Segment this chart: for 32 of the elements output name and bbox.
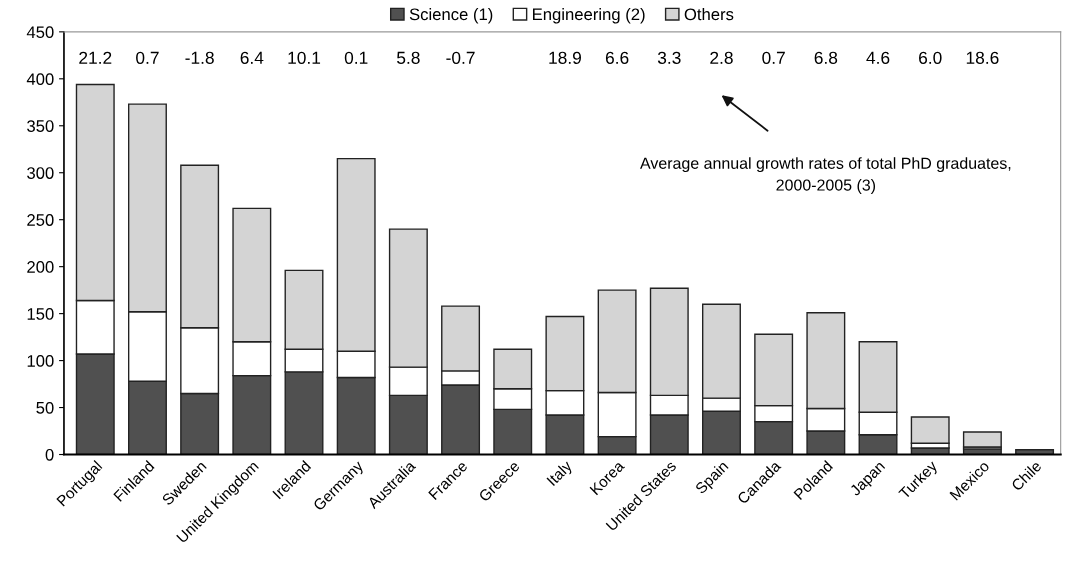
annotation: -1.8: [185, 51, 214, 64]
annotation: 10.1: [288, 51, 321, 64]
annotation: 6.6: [605, 51, 629, 64]
annotation: 2.8: [710, 51, 733, 64]
annotation: 0.7: [762, 51, 785, 64]
legend-label: Others: [684, 7, 734, 21]
annotation: 18.6: [966, 51, 999, 64]
annotation: 6.4: [240, 51, 264, 64]
y-tick-label: 200: [27, 261, 54, 273]
annotation: 5.8: [397, 51, 420, 64]
legend-label: Science (1): [409, 7, 493, 24]
annotation: 0.7: [136, 51, 159, 64]
y-tick-label: 350: [27, 120, 54, 132]
annotation: 6.0: [919, 51, 942, 64]
y-tick-label: 150: [27, 308, 54, 320]
annotation: -0.7: [446, 51, 475, 64]
annotation: 18.9: [549, 51, 581, 64]
y-tick-label: 450: [26, 26, 54, 39]
y-tick-label: 50: [36, 401, 54, 414]
legend-label: Engineering (2): [533, 7, 645, 24]
y-tick-label: 250: [27, 214, 54, 226]
y-tick-label: 300: [27, 167, 54, 179]
annotation: 4.6: [866, 51, 890, 64]
y-tick-label: 100: [27, 354, 54, 367]
annotation: 0.1: [344, 51, 368, 64]
x-tick-label: Italy: [546, 459, 575, 489]
annotation: 21.2: [79, 51, 112, 64]
annotation: 6.8: [814, 51, 838, 64]
y-tick-label: 400: [26, 73, 54, 86]
annotation: Average annual growth rates of total PhD graduates, 2000-2005 (3): [640, 157, 1011, 194]
annotation: 3.3: [657, 51, 681, 64]
y-tick-label: 0: [45, 448, 54, 461]
